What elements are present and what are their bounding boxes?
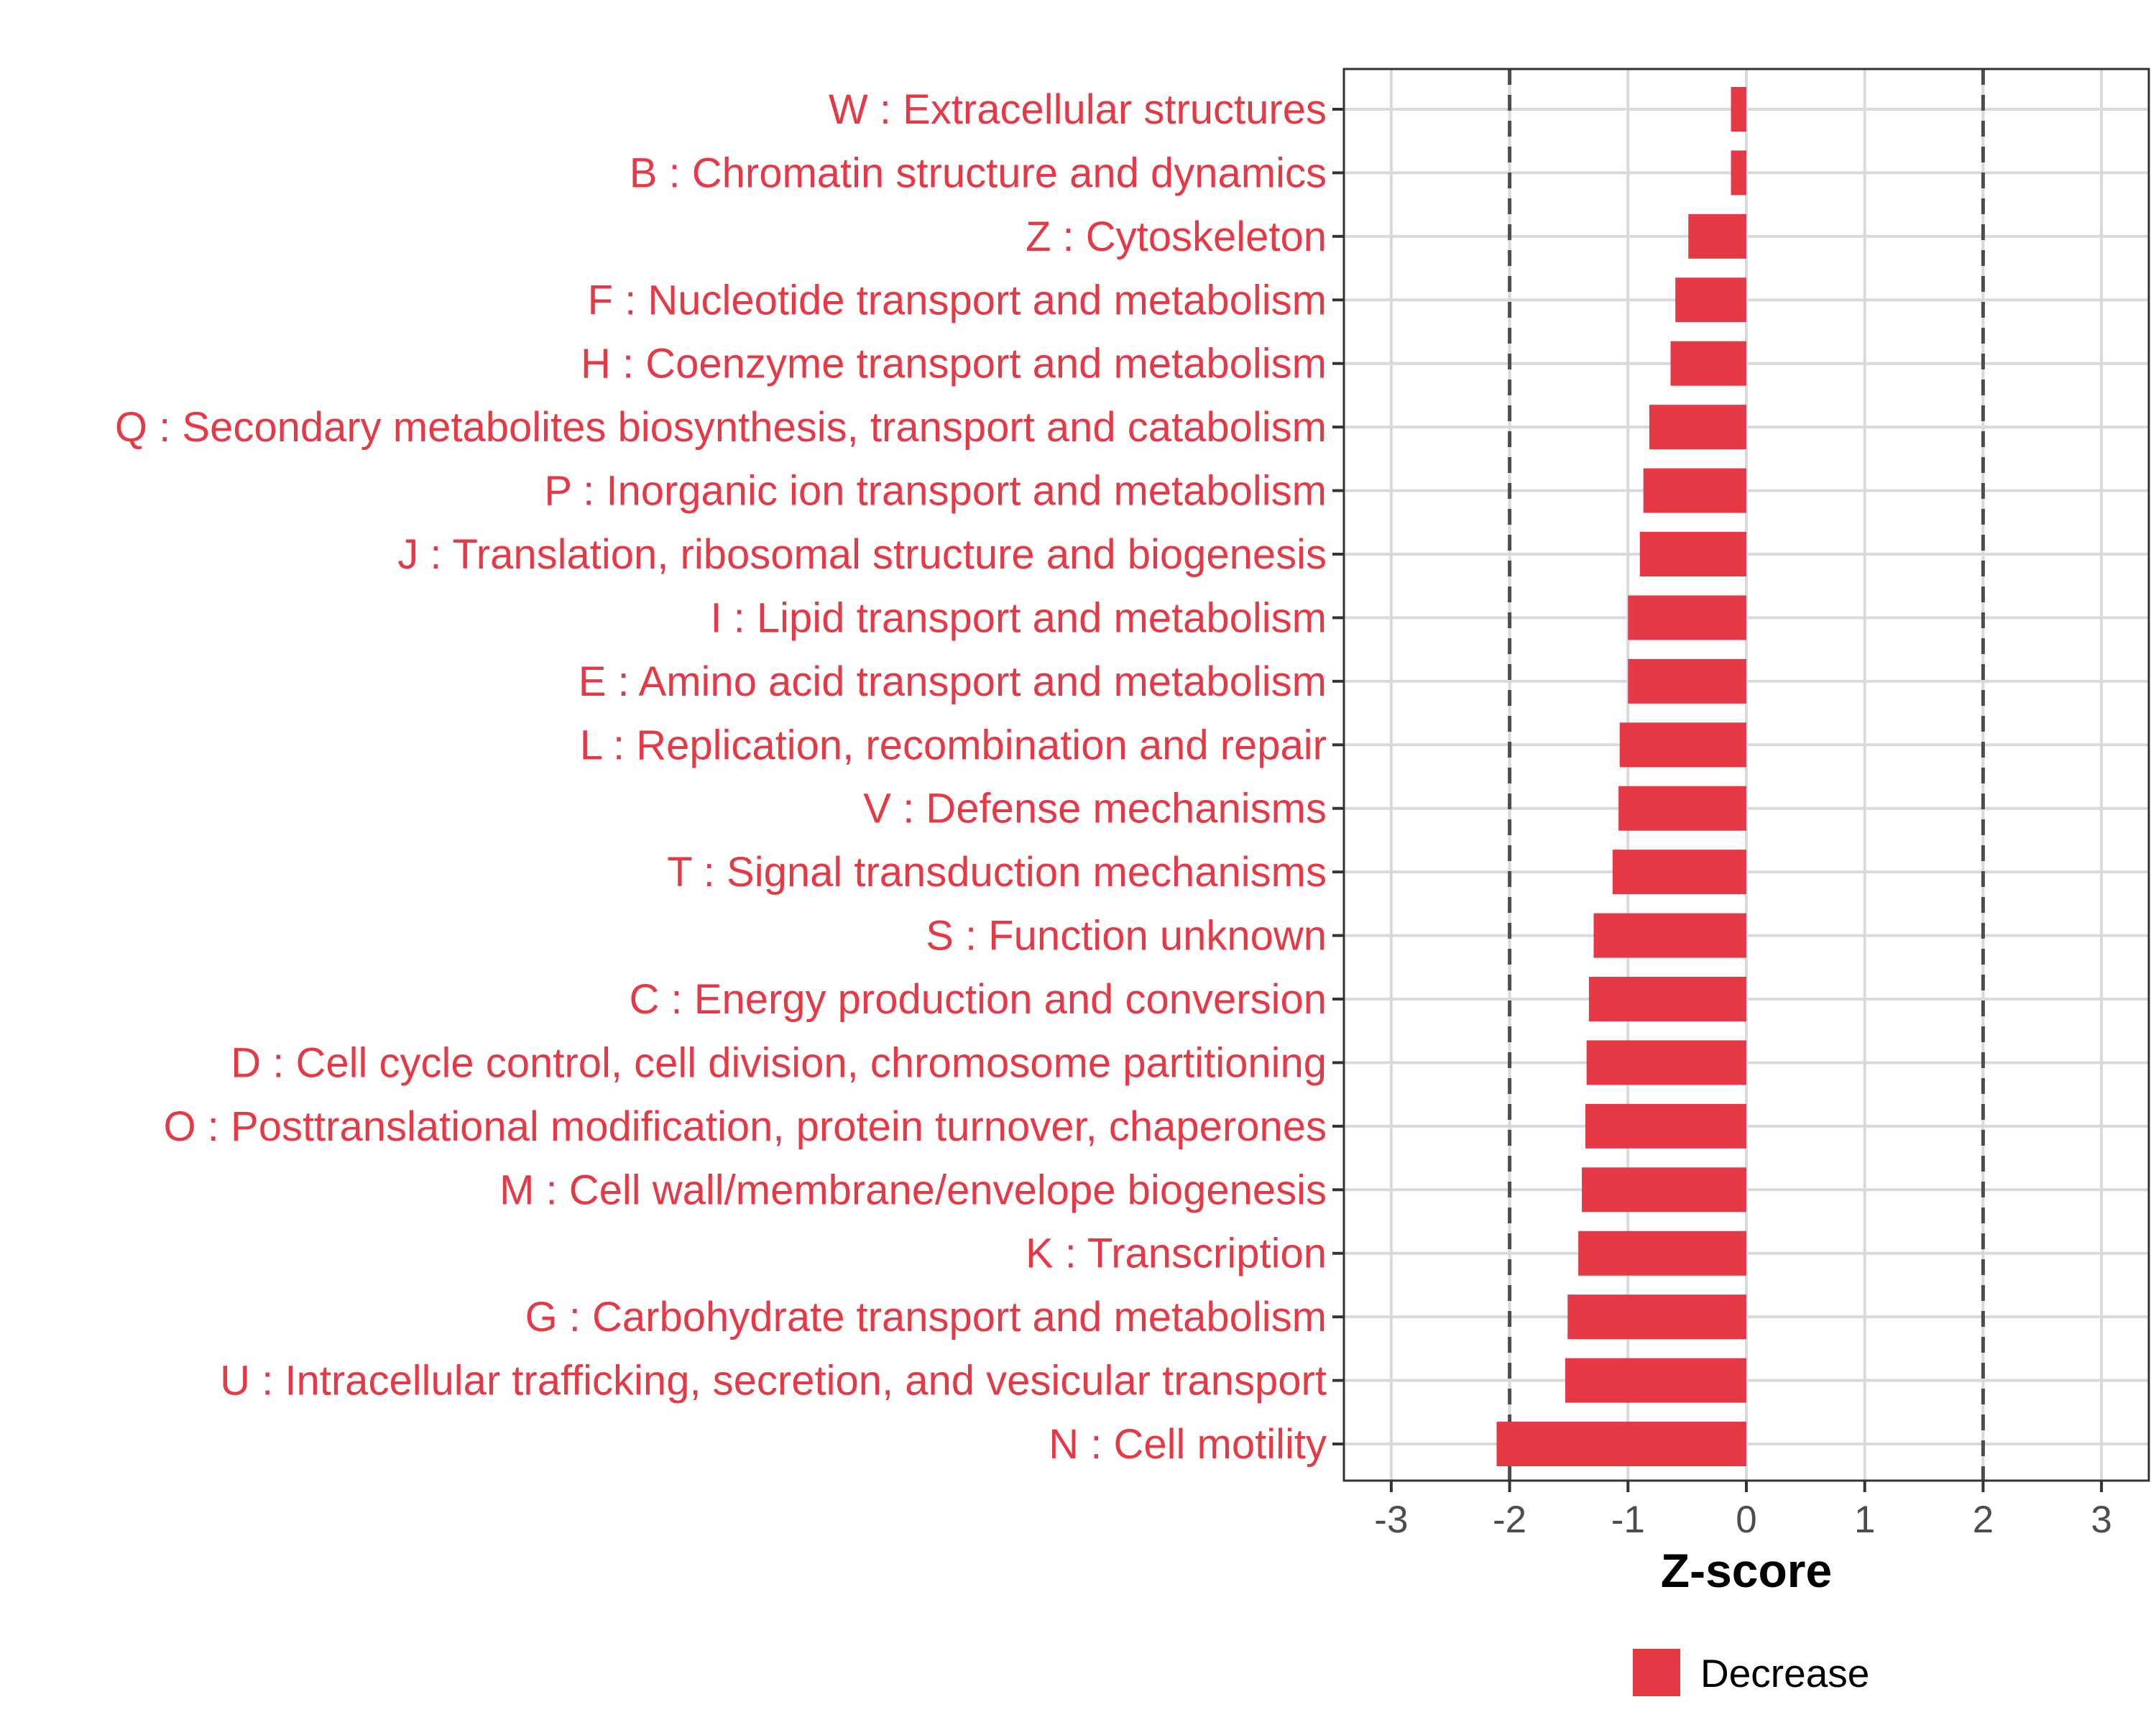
bar-17: [1582, 1167, 1746, 1213]
category-label-1: B : Chromatin structure and dynamics: [630, 150, 1327, 196]
y-axis: W : Extracellular structures B : Chromati…: [115, 86, 1344, 1468]
x-tick-label-1: -2: [1493, 1499, 1526, 1541]
bar-4: [1670, 341, 1746, 386]
category-label-18: K : Transcription: [1026, 1230, 1327, 1277]
bar-20: [1565, 1358, 1746, 1403]
category-label-6: P : Inorganic ion transport and metaboli…: [544, 468, 1327, 515]
bar-16: [1585, 1103, 1746, 1149]
category-label-3: F : Nucleotide transport and metabolism: [588, 277, 1327, 323]
bar-18: [1578, 1230, 1746, 1276]
bar-14: [1588, 977, 1746, 1022]
bars: [1496, 87, 1746, 1467]
bar-12: [1612, 850, 1746, 895]
category-label-0: W : Extracellular structures: [829, 86, 1327, 133]
category-label-2: Z : Cytoskeleton: [1026, 213, 1327, 260]
bar-10: [1619, 722, 1746, 768]
bar-21: [1496, 1422, 1746, 1467]
legend: Decrease: [1633, 1649, 1869, 1696]
category-label-20: U : Intracellular trafficking, secretion…: [220, 1358, 1327, 1404]
bar-15: [1586, 1040, 1746, 1085]
bar-2: [1688, 213, 1746, 259]
category-label-10: L : Replication, recombination and repai…: [580, 722, 1327, 768]
bar-7: [1639, 532, 1746, 577]
category-label-12: T : Signal transduction mechanisms: [667, 849, 1327, 896]
category-label-5: Q : Secondary metabolites biosynthesis, …: [115, 404, 1327, 451]
bar-5: [1649, 405, 1746, 450]
reference-lines: [1508, 69, 1985, 1481]
x-tick-label-6: 3: [2091, 1499, 2111, 1541]
category-label-21: N : Cell motility: [1049, 1421, 1327, 1468]
category-label-9: E : Amino acid transport and metabolism: [579, 658, 1327, 705]
legend-label-decrease: Decrease: [1700, 1651, 1869, 1696]
category-label-16: O : Posttranslational modification, prot…: [164, 1103, 1327, 1150]
category-label-11: V : Defense mechanisms: [863, 786, 1327, 832]
x-tick-label-2: -1: [1611, 1499, 1645, 1541]
category-label-8: I : Lipid transport and metabolism: [710, 594, 1327, 641]
category-label-13: S : Function unknown: [926, 913, 1327, 960]
bar-13: [1593, 913, 1746, 958]
x-tick-label-4: 1: [1854, 1499, 1875, 1541]
x-tick-label-5: 2: [1973, 1499, 1994, 1541]
bar-1: [1731, 150, 1746, 196]
category-label-7: J : Translation, ribosomal structure and…: [397, 531, 1327, 578]
bar-11: [1618, 786, 1746, 831]
bar-8: [1628, 595, 1746, 640]
bar-3: [1675, 277, 1746, 323]
x-tick-label-3: 0: [1736, 1499, 1756, 1541]
bar-9: [1628, 658, 1746, 704]
category-label-19: G : Carbohydrate transport and metabolis…: [525, 1294, 1327, 1340]
bar-19: [1567, 1294, 1746, 1340]
x-tick-label-0: -3: [1374, 1499, 1408, 1541]
category-label-4: H : Coenzyme transport and metabolism: [581, 341, 1327, 387]
x-axis-title: Z-score: [1661, 1544, 1832, 1597]
category-label-17: M : Cell wall/membrane/envelope biogenes…: [499, 1167, 1327, 1213]
bar-0: [1731, 87, 1746, 132]
x-axis: -3 -2 -1 0 1 2 3: [1374, 1481, 2112, 1541]
category-label-14: C : Energy production and conversion: [630, 976, 1327, 1023]
category-label-15: D : Cell cycle control, cell division, c…: [231, 1039, 1327, 1086]
bar-6: [1643, 468, 1746, 513]
legend-swatch: [1633, 1649, 1680, 1696]
